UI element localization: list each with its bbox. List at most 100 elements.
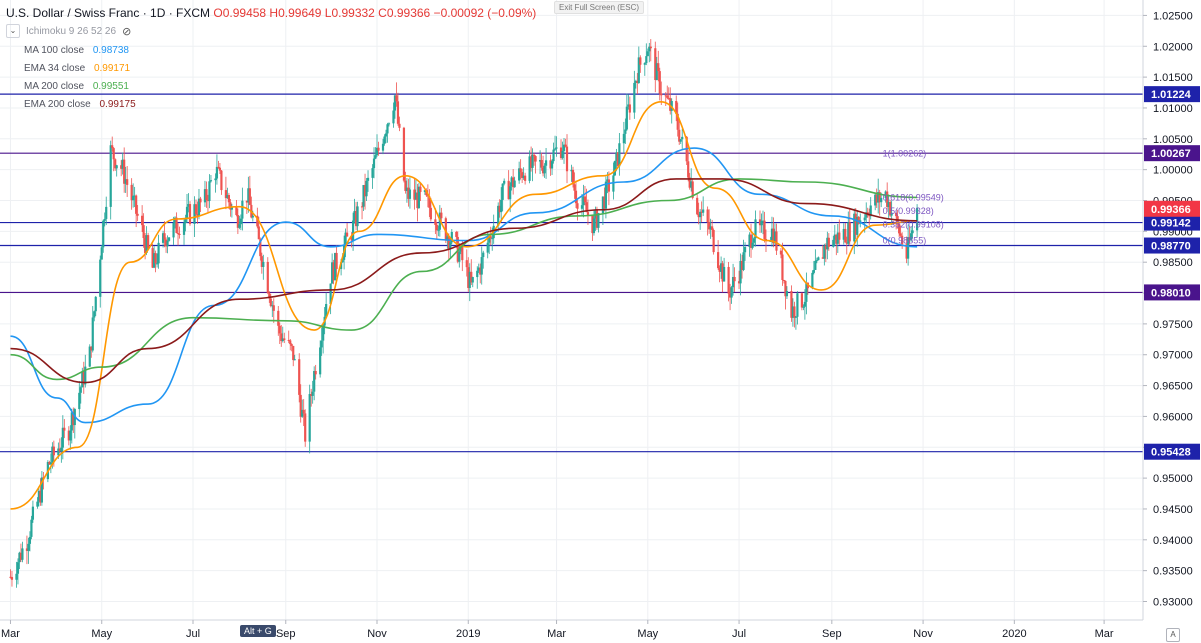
price-axis[interactable]: 0.930000.935000.940000.945000.950000.955… [1142, 0, 1201, 643]
candle-body [105, 206, 108, 219]
candle-body [678, 129, 681, 142]
ema34-indicator[interactable]: EMA 34 close 0.99171 [24, 63, 536, 74]
candle-body [836, 232, 839, 244]
candle-body [497, 205, 500, 226]
candle-body [688, 177, 691, 188]
x-tick-label: Mar [547, 628, 566, 640]
candle-body [805, 282, 808, 302]
candle-body [241, 200, 244, 219]
candle-body [817, 257, 820, 261]
candle-body [895, 212, 898, 217]
hidden-eye-icon[interactable]: ⊘ [122, 25, 132, 38]
candle-body [486, 242, 489, 253]
candle-body [136, 213, 139, 216]
candle-body [404, 180, 407, 191]
candle-body [281, 338, 284, 342]
candle-body [500, 199, 503, 213]
candle-body [751, 242, 754, 248]
candle-body [135, 195, 138, 214]
candle-body [272, 305, 275, 311]
candle-body [761, 220, 765, 222]
candle-body [772, 228, 775, 244]
candle-body [718, 268, 721, 272]
candle-body [628, 104, 631, 113]
candle-body [182, 222, 186, 235]
level-tag-label: 0.98770 [1151, 241, 1191, 253]
ma100-indicator[interactable]: MA 100 close 0.98738 [24, 45, 536, 56]
candle-body [434, 219, 437, 225]
candle-body [99, 259, 102, 297]
level-tag-label: 0.99142 [1151, 218, 1191, 230]
candle-body [667, 97, 670, 99]
candle-body [302, 409, 305, 414]
candle-body [691, 181, 694, 198]
candle-body [308, 394, 311, 442]
candle-body [899, 233, 902, 236]
candle-body [844, 228, 847, 243]
candle-body [365, 180, 368, 197]
candle-body [130, 184, 133, 201]
candle-body [18, 552, 21, 563]
candle-body [513, 180, 516, 188]
candle-body [868, 215, 871, 217]
candle-body [19, 552, 23, 560]
horizontal-levels [0, 93, 1143, 453]
candle-body [800, 293, 803, 308]
candle-body [142, 225, 145, 239]
candle-body [334, 252, 337, 281]
candle-body [880, 197, 883, 203]
ichimoku-indicator[interactable]: ⌄ Ichimoku 9 26 52 26 ⊘ [6, 24, 536, 38]
candle-body [293, 359, 296, 361]
auto-scale-icon[interactable]: A [1166, 628, 1180, 642]
candle-body [280, 333, 283, 342]
candle-body [645, 56, 648, 64]
exit-fullscreen-button[interactable]: Exit Full Screen (ESC) [554, 1, 645, 14]
candle-body [847, 222, 850, 244]
candle-body [784, 280, 787, 297]
candle-body [636, 80, 639, 83]
candle-body [564, 144, 567, 147]
candle-body [27, 543, 30, 551]
candle-body [78, 392, 81, 410]
candle-body [383, 136, 386, 144]
x-tick-label: Nov [367, 628, 387, 640]
candle-body [468, 271, 471, 288]
candle-body [69, 430, 72, 441]
ma-line [10, 178, 918, 384]
candle-body [185, 206, 189, 218]
candle-body [402, 127, 406, 181]
candle-body [479, 267, 482, 275]
candle-body [102, 220, 105, 248]
fib-label: 1(1.00262) [883, 148, 927, 158]
time-axis[interactable]: Mar May Jul Sep Nov 2019 Mar May Jul Sep Nov 2020 Ma… [0, 619, 1143, 643]
candle-body [553, 148, 557, 150]
candle-body [218, 167, 222, 171]
last-price-tag [1144, 200, 1200, 217]
candle-body [226, 195, 229, 199]
candle-body [60, 447, 63, 452]
candle-body [531, 154, 534, 168]
candle-body [435, 224, 438, 231]
candle-body [393, 95, 397, 111]
candle-body [151, 248, 154, 268]
candle-body [332, 262, 335, 281]
ema200-indicator[interactable]: EMA 200 close 0.99175 [24, 99, 536, 110]
candle-body [203, 189, 207, 203]
candle-body [238, 224, 241, 228]
candle-body [534, 156, 537, 162]
ma100-value: 0.98738 [92, 45, 129, 56]
candle-body [455, 231, 458, 237]
candle-body [549, 160, 552, 169]
candle-body [796, 293, 799, 317]
chevron-down-icon[interactable]: ⌄ [6, 24, 20, 38]
y-tick-label: 0.95000 [1153, 473, 1193, 485]
candle-body [215, 166, 219, 179]
candle-body [775, 231, 778, 251]
candle-body [655, 63, 658, 81]
candle-body [737, 281, 741, 284]
candle-body [583, 196, 587, 203]
candle-body [172, 223, 175, 238]
ma200-indicator[interactable]: MA 200 close 0.99551 [24, 81, 536, 92]
ichimoku-label: Ichimoku 9 26 52 26 [26, 25, 117, 37]
